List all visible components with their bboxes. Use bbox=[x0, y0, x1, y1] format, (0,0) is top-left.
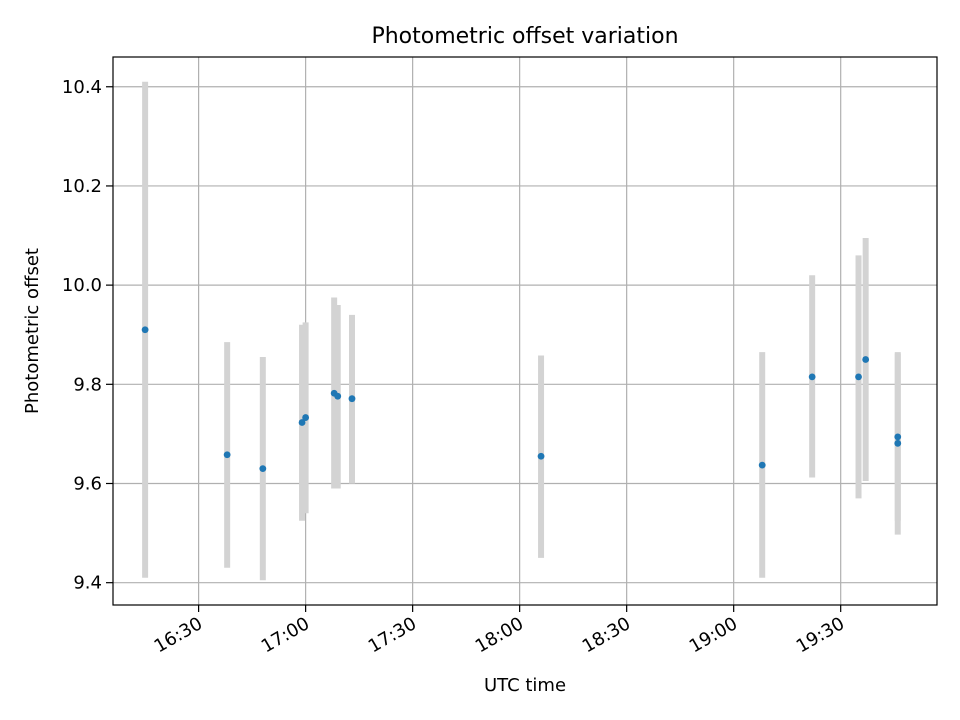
data-point bbox=[537, 452, 545, 460]
data-point bbox=[894, 433, 902, 441]
x-tick-label: 19:00 bbox=[686, 613, 741, 657]
data-point bbox=[298, 419, 306, 426]
error-bars bbox=[142, 81, 901, 581]
y-axis: 9.4 9.6 9.8 10.0 10.2 10.4 bbox=[62, 77, 113, 594]
data-point bbox=[808, 373, 816, 381]
data-point bbox=[348, 395, 356, 403]
x-tick-label: 18:30 bbox=[579, 613, 634, 657]
x-axis: 16:30 17:00 17:30 18:00 18:30 19:00 19:30 bbox=[151, 605, 848, 657]
x-tick-label: 19:30 bbox=[793, 613, 848, 657]
data-point bbox=[855, 373, 862, 381]
y-tick-label: 9.8 bbox=[73, 374, 102, 395]
chart-title: Photometric offset variation bbox=[371, 24, 678, 49]
x-tick-label: 18:00 bbox=[472, 613, 527, 657]
data-point bbox=[862, 356, 870, 363]
data-point bbox=[141, 326, 149, 334]
x-tick-label: 17:30 bbox=[365, 613, 420, 657]
x-tick-label: 17:00 bbox=[258, 613, 313, 657]
plot-frame bbox=[112, 56, 938, 606]
data-point bbox=[894, 439, 902, 447]
data-point bbox=[758, 461, 766, 469]
data-point bbox=[259, 465, 267, 473]
data-point bbox=[223, 451, 231, 459]
x-axis-label: UTC time bbox=[484, 675, 566, 696]
y-tick-label: 9.6 bbox=[73, 473, 102, 494]
data-point bbox=[334, 392, 342, 400]
grid bbox=[113, 57, 937, 605]
y-tick-label: 10.0 bbox=[62, 275, 102, 296]
x-tick-label: 16:30 bbox=[151, 613, 206, 657]
y-axis-label: Photometric offset bbox=[22, 248, 43, 414]
y-tick-label: 10.4 bbox=[62, 77, 102, 98]
data-point bbox=[302, 414, 310, 421]
y-tick-label: 9.4 bbox=[73, 573, 102, 594]
y-tick-label: 10.2 bbox=[62, 176, 102, 197]
data-points bbox=[141, 326, 902, 473]
